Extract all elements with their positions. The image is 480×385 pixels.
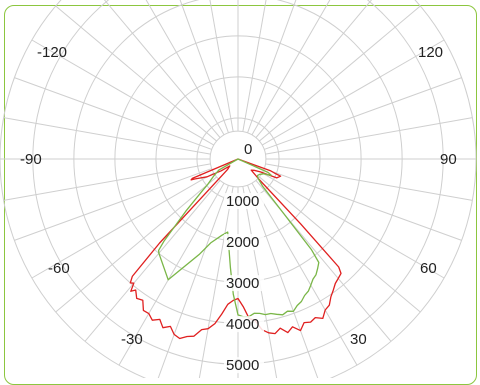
grid-spoke-50 <box>259 176 421 313</box>
angle-label: -30 <box>121 331 143 348</box>
angle-label: -90 <box>20 151 42 168</box>
grid-spoke-160 <box>247 0 297 133</box>
grid-spoke-60 <box>261 172 445 279</box>
radial-tick-bg <box>224 193 264 210</box>
grid-spoke-30 <box>251 182 358 366</box>
grid-spoke-20 <box>247 185 319 378</box>
radial-tick-bg <box>244 141 254 157</box>
series-1-line <box>129 158 342 340</box>
grid-spoke-250 <box>14 77 212 150</box>
series-2-line <box>157 158 320 318</box>
radial-tick-label: 5000 <box>226 357 259 374</box>
radial-tick-label: 2000 <box>226 234 259 251</box>
angle-label: 60 <box>420 260 437 277</box>
angle-label: -120 <box>37 44 67 61</box>
angle-label: 120 <box>418 44 443 61</box>
radial-tick-label: 4000 <box>226 316 259 333</box>
angle-label: 90 <box>440 151 457 168</box>
series-layer <box>129 158 342 340</box>
grid-spoke-220 <box>103 0 221 138</box>
grid-spoke-330 <box>118 182 225 366</box>
radial-tick-label: 0 <box>244 141 252 158</box>
grid-spoke-140 <box>255 0 373 138</box>
radial-tick-bg <box>224 316 264 333</box>
grid-spoke-280 <box>3 163 211 201</box>
angle-label: 30 <box>350 331 367 348</box>
grid-spoke-130 <box>259 5 421 142</box>
grid-spoke-310 <box>55 176 217 313</box>
grid-spoke-70 <box>264 168 462 241</box>
grid-spoke-260 <box>3 117 211 155</box>
grid-spoke-80 <box>265 163 473 201</box>
grid-spoke-170 <box>242 0 267 132</box>
grid-spoke-110 <box>264 77 462 150</box>
grid-spoke-120 <box>261 39 445 146</box>
radial-tick-bg <box>224 275 264 292</box>
grid-spoke-290 <box>14 168 212 241</box>
grid-spoke-100 <box>265 117 473 155</box>
radial-tick-bg <box>224 234 264 251</box>
grid-spoke-350 <box>198 186 234 378</box>
radial-tick-bg <box>224 357 264 374</box>
grid-spoke-210 <box>145 0 225 136</box>
grid-spoke-340 <box>157 185 229 378</box>
angle-label: -60 <box>48 260 70 277</box>
grid-spoke-150 <box>251 0 331 136</box>
grid-spoke-230 <box>55 5 217 142</box>
grid-spoke-240 <box>31 39 215 146</box>
radial-tick-label: 3000 <box>226 275 259 292</box>
grid-spoke-200 <box>179 0 229 133</box>
grid-spoke-320 <box>84 180 221 342</box>
polar-labels: 0306090120-30-60-90-12001000200030004000… <box>20 44 457 374</box>
radial-tick-label: 1000 <box>226 193 259 210</box>
grid-spoke-300 <box>31 172 215 279</box>
grid-spoke-190 <box>209 0 234 132</box>
